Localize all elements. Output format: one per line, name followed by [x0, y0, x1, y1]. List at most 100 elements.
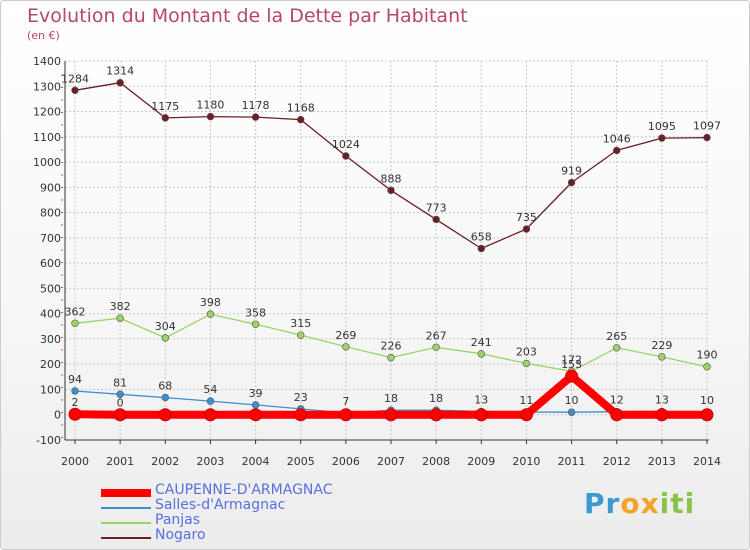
data-label: 7 — [342, 395, 349, 408]
x-tick-label: 2011 — [558, 455, 586, 468]
data-point — [384, 408, 398, 422]
logo-letter: r — [605, 487, 621, 520]
data-label: 398 — [200, 296, 221, 309]
y-tick-label: 900 — [40, 181, 61, 194]
legend-swatch — [101, 537, 151, 539]
data-label: 362 — [65, 305, 86, 318]
legend-label: Nogaro — [155, 527, 206, 543]
data-point — [522, 225, 531, 233]
data-point — [700, 408, 714, 422]
logo-letter: t — [670, 487, 685, 520]
data-label: 153 — [561, 358, 582, 371]
data-point — [206, 397, 215, 405]
data-point — [161, 334, 169, 342]
data-point — [71, 319, 79, 327]
legend-swatch — [101, 507, 151, 509]
logo-letter: i — [659, 487, 671, 520]
x-tick-label: 2013 — [648, 455, 676, 468]
data-label: 10 — [700, 394, 714, 407]
data-point — [610, 408, 624, 422]
x-tick-label: 2006 — [332, 455, 360, 468]
legend-swatch — [101, 489, 151, 497]
y-tick-label: 400 — [40, 308, 61, 321]
legend-label: Panjas — [155, 512, 201, 528]
x-tick-label: 2008 — [422, 455, 450, 468]
data-label: 1178 — [242, 99, 270, 112]
data-label: 304 — [155, 320, 176, 333]
y-tick-label: 1400 — [33, 55, 61, 68]
chart-title: Evolution du Montant de la Dette par Hab… — [27, 5, 468, 27]
y-tick-label: -100 — [36, 434, 61, 447]
y-tick-label: 600 — [40, 257, 61, 270]
data-label: 773 — [426, 201, 447, 214]
data-point — [342, 343, 350, 351]
y-tick-label: 0 — [54, 409, 61, 422]
data-label: 1175 — [151, 100, 179, 113]
x-tick-label: 2007 — [377, 455, 405, 468]
data-point — [658, 134, 666, 142]
data-point — [703, 363, 711, 371]
data-label: 735 — [516, 211, 537, 224]
data-label: 11 — [519, 394, 533, 407]
data-point — [613, 146, 621, 155]
x-tick-label: 2005 — [287, 455, 315, 468]
data-label: 1095 — [648, 120, 676, 133]
data-label: 13 — [655, 393, 669, 406]
data-point — [68, 407, 82, 421]
data-point — [519, 408, 533, 422]
data-point — [477, 244, 485, 253]
data-point — [297, 115, 305, 124]
data-point — [71, 387, 79, 395]
data-point — [432, 215, 440, 224]
data-label: 358 — [245, 306, 266, 319]
y-tick-label: 500 — [40, 282, 61, 295]
data-label: 39 — [249, 387, 263, 400]
logo-letter: P — [584, 487, 606, 520]
data-point — [161, 393, 169, 402]
y-tick-label: 300 — [40, 333, 61, 346]
data-point — [206, 112, 215, 121]
data-label: 382 — [110, 300, 131, 313]
data-label: 269 — [335, 329, 356, 342]
x-tick-label: 2003 — [196, 455, 224, 468]
data-label: 203 — [516, 345, 537, 358]
x-tick-label: 2004 — [242, 455, 270, 468]
logo-letter: x — [640, 487, 660, 520]
logo-letter: i — [684, 487, 696, 520]
x-tick-label: 2001 — [106, 455, 134, 468]
data-point — [206, 310, 215, 318]
data-label: 1284 — [61, 72, 89, 85]
data-point — [249, 408, 263, 422]
data-point — [658, 353, 666, 361]
data-label: 12 — [610, 394, 624, 407]
data-point — [251, 320, 260, 328]
data-point — [567, 178, 576, 187]
data-label: 2 — [72, 396, 79, 409]
y-tick-label: 700 — [40, 232, 61, 245]
data-label: 94 — [68, 373, 82, 386]
chart-unit-label: (en €) — [27, 29, 60, 42]
data-point — [432, 343, 440, 351]
data-label: 888 — [381, 172, 402, 185]
data-label: 18 — [384, 392, 398, 405]
data-point — [522, 359, 531, 368]
y-tick-label: 1000 — [33, 156, 61, 169]
data-point — [387, 186, 395, 195]
data-point — [116, 79, 124, 87]
x-tick-label: 2010 — [512, 455, 540, 468]
y-tick-label: 1100 — [33, 131, 61, 144]
data-label: 919 — [561, 165, 582, 178]
data-label: 267 — [426, 329, 447, 342]
data-label: 81 — [113, 376, 127, 389]
data-label: 1024 — [332, 138, 360, 151]
x-tick-label: 2000 — [61, 455, 89, 468]
data-label: 241 — [471, 336, 492, 349]
data-point — [251, 401, 260, 409]
data-label: 658 — [471, 230, 492, 243]
data-point — [116, 390, 124, 398]
data-point — [113, 408, 127, 422]
y-tick-label: 1200 — [33, 106, 61, 119]
